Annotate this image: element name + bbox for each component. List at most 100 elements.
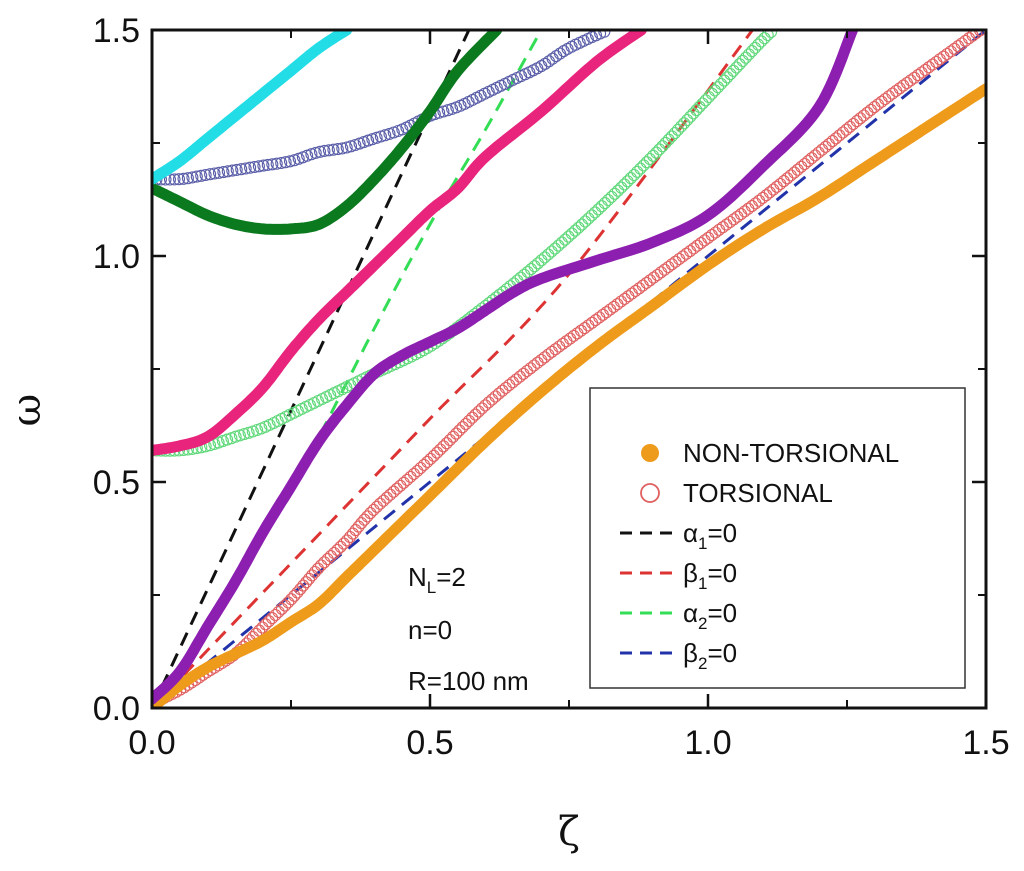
data-point [633, 282, 646, 295]
data-point [959, 34, 972, 47]
data-point [777, 175, 790, 188]
legend-item: β1=0 [620, 558, 737, 593]
tick-layer: 0.0 0.5 1.0 1.5 0.0 0.5 1.0 1.5 [93, 12, 1010, 762]
data-point [684, 110, 697, 123]
data-point [384, 488, 397, 501]
data-point [437, 440, 450, 453]
data-point [550, 50, 563, 63]
data-point [702, 231, 715, 244]
data-point [318, 144, 331, 157]
data-point [434, 443, 447, 456]
data-point [531, 257, 545, 270]
data-point [181, 172, 194, 185]
data-point [658, 263, 671, 276]
data-point [308, 565, 322, 579]
data-point [510, 373, 523, 386]
data-point [742, 48, 755, 61]
legend-label: TORSIONAL [683, 478, 833, 508]
data-point [696, 97, 709, 110]
data-point [212, 166, 226, 179]
data-point [443, 433, 456, 447]
data-point [462, 414, 476, 427]
data-point [337, 537, 350, 550]
data-point [669, 255, 682, 268]
data-point [447, 430, 460, 443]
data-point [611, 184, 625, 197]
data-point [309, 146, 322, 159]
series-line [152, 30, 353, 185]
data-point [933, 53, 946, 66]
data-point [186, 171, 199, 184]
data-point [640, 156, 653, 169]
data-point [334, 540, 347, 553]
data-point [970, 30, 983, 40]
data-point [608, 187, 621, 200]
data-point [676, 250, 689, 263]
data-point [217, 166, 230, 179]
data-point [364, 507, 377, 520]
data-point [665, 130, 678, 143]
data-point [791, 163, 804, 176]
data-point [691, 239, 704, 252]
data-point [656, 140, 669, 153]
data-point [718, 74, 731, 87]
data-point [690, 104, 703, 117]
data-point [340, 141, 353, 154]
data-point [614, 295, 628, 308]
data-point [643, 152, 656, 166]
data-point [204, 168, 217, 181]
data-point [781, 172, 794, 185]
data-point [731, 210, 744, 223]
data-point [424, 452, 437, 465]
data-point [651, 268, 664, 282]
data-point [798, 157, 811, 171]
data-point [542, 248, 555, 261]
x-tick-label: 1.5 [962, 724, 1009, 762]
data-point [721, 71, 734, 84]
data-point [948, 42, 961, 55]
data-point [340, 534, 354, 547]
x-tick-label: 1.0 [684, 724, 731, 762]
series-non-torsional-8 [152, 30, 859, 705]
data-point [767, 183, 780, 196]
data-point [716, 221, 729, 234]
data-point [727, 213, 740, 226]
data-point [650, 146, 663, 159]
data-point [647, 271, 660, 284]
data-point [582, 319, 595, 332]
data-point [479, 399, 492, 412]
data-point [472, 405, 485, 418]
data-point [343, 530, 357, 544]
data-point [450, 427, 463, 440]
data-point [336, 142, 349, 155]
data-point [753, 194, 766, 207]
data-point [358, 513, 371, 526]
data-point [579, 215, 592, 228]
data-point [285, 593, 298, 606]
data-point [879, 92, 892, 106]
series-line [152, 30, 754, 708]
data-point [605, 190, 618, 203]
legend-label: β2=0 [683, 638, 737, 673]
data-point [567, 329, 580, 342]
data-point [755, 35, 768, 48]
series-dashed-0 [152, 30, 471, 708]
data-point [611, 298, 624, 311]
data-point [687, 242, 700, 255]
data-point [640, 276, 653, 289]
data-point [517, 367, 530, 380]
legend-label: α2=0 [683, 598, 737, 633]
data-point [440, 437, 453, 450]
data-point [684, 245, 697, 258]
data-point [261, 158, 274, 171]
data-point [654, 266, 668, 279]
data-point [244, 161, 257, 174]
y-tick-label: 1.5 [93, 12, 140, 50]
data-point [822, 137, 836, 151]
data-point [742, 202, 755, 215]
x-axis-title: ζ [558, 809, 580, 855]
data-point [730, 61, 743, 74]
data-point [417, 458, 431, 471]
data-point [525, 263, 538, 276]
data-point [397, 476, 410, 489]
